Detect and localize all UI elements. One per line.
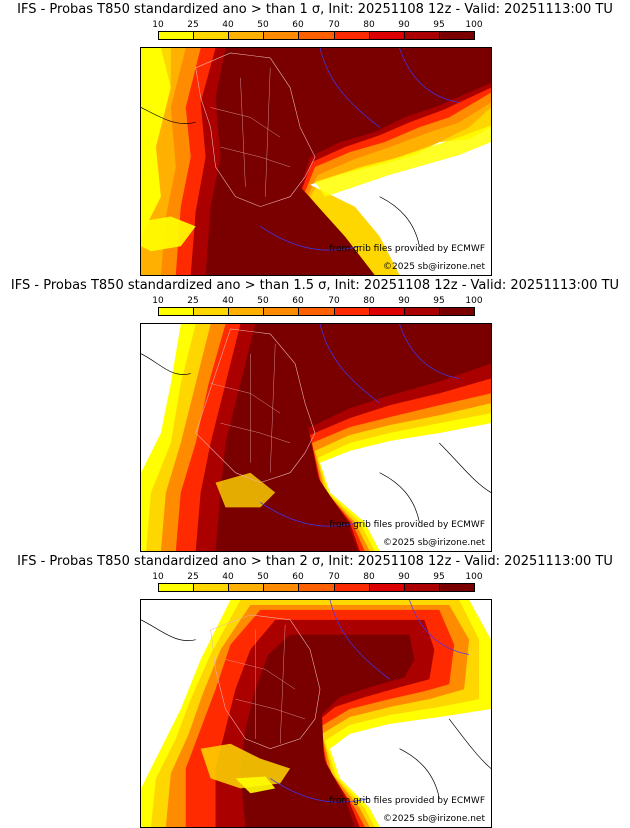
colorbar-label: 10 [152, 20, 164, 30]
colorbar-swatch [404, 32, 440, 39]
colorbar-swatch [404, 308, 440, 315]
colorbar [158, 31, 475, 40]
colorbar-label: 25 [187, 572, 199, 582]
colorbar-label: 80 [363, 572, 375, 582]
colorbar-label: 90 [398, 20, 410, 30]
colorbar [158, 307, 475, 316]
map-panel-1: IFS - Probas T850 standardized ano > tha… [0, 0, 630, 276]
colorbar-label: 25 [187, 20, 199, 30]
probability-map: from grib files provided by ECMWF ©2025 … [140, 47, 492, 276]
source-credit: from grib files provided by ECMWF [329, 796, 485, 806]
colorbar-label: 70 [328, 572, 340, 582]
map-graphic [141, 48, 491, 275]
colorbar-label: 40 [222, 572, 234, 582]
map-panel-3: IFS - Probas T850 standardized ano > tha… [0, 552, 630, 828]
colorbar-label: 50 [257, 296, 269, 306]
colorbar-label: 70 [328, 296, 340, 306]
map-graphic [141, 600, 491, 827]
colorbar-labels: 10 25 40 50 60 70 80 90 95 100 [140, 296, 492, 307]
colorbar-swatch [159, 32, 195, 39]
map-graphic [141, 324, 491, 551]
colorbar-label: 10 [152, 572, 164, 582]
colorbar-label: 100 [465, 572, 483, 582]
colorbar-label: 60 [292, 296, 304, 306]
copyright-credit: ©2025 sb@irizone.net [383, 814, 485, 824]
colorbar-label: 50 [257, 572, 269, 582]
colorbar-label: 95 [433, 572, 445, 582]
map-panel-2: IFS - Probas T850 standardized ano > tha… [0, 276, 630, 552]
colorbar-swatch [299, 584, 335, 591]
colorbar-label: 60 [292, 572, 304, 582]
colorbar-swatch [264, 584, 300, 591]
colorbar-swatch [299, 308, 335, 315]
copyright-credit: ©2025 sb@irizone.net [383, 262, 485, 272]
colorbar-swatch [334, 308, 370, 315]
probability-map: from grib files provided by ECMWF ©2025 … [140, 599, 492, 828]
colorbar-swatch [334, 32, 370, 39]
colorbar-swatch [369, 308, 405, 315]
colorbar-label: 25 [187, 296, 199, 306]
colorbar-label: 100 [465, 20, 483, 30]
probability-map: from grib files provided by ECMWF ©2025 … [140, 323, 492, 552]
colorbar-swatch [369, 32, 405, 39]
colorbar [158, 583, 475, 592]
colorbar-label: 40 [222, 20, 234, 30]
source-credit: from grib files provided by ECMWF [329, 244, 485, 254]
colorbar-swatch [439, 32, 474, 39]
colorbar-labels: 10 25 40 50 60 70 80 90 95 100 [140, 572, 492, 583]
colorbar-swatch [229, 584, 265, 591]
source-credit: from grib files provided by ECMWF [329, 520, 485, 530]
colorbar-swatch [229, 308, 265, 315]
colorbar-swatch [264, 308, 300, 315]
colorbar-label: 100 [465, 296, 483, 306]
copyright-credit: ©2025 sb@irizone.net [383, 538, 485, 548]
colorbar-label: 70 [328, 20, 340, 30]
colorbar-swatch [439, 308, 474, 315]
colorbar-swatch [159, 308, 195, 315]
colorbar-swatch [194, 32, 230, 39]
colorbar-label: 90 [398, 572, 410, 582]
colorbar-swatch [159, 584, 195, 591]
colorbar-label: 60 [292, 20, 304, 30]
colorbar-label: 10 [152, 296, 164, 306]
panel-title: IFS - Probas T850 standardized ano > tha… [17, 2, 613, 17]
colorbar-label: 95 [433, 20, 445, 30]
colorbar-label: 50 [257, 20, 269, 30]
colorbar-label: 80 [363, 296, 375, 306]
colorbar-swatch [334, 584, 370, 591]
colorbar-swatch [369, 584, 405, 591]
colorbar-swatch [299, 32, 335, 39]
colorbar-swatch [194, 308, 230, 315]
colorbar-swatch [194, 584, 230, 591]
colorbar-label: 95 [433, 296, 445, 306]
colorbar-label: 80 [363, 20, 375, 30]
panel-title: IFS - Probas T850 standardized ano > tha… [17, 554, 613, 569]
colorbar-label: 40 [222, 296, 234, 306]
panel-title: IFS - Probas T850 standardized ano > tha… [10, 278, 620, 293]
colorbar-swatch [229, 32, 265, 39]
colorbar-swatch [264, 32, 300, 39]
colorbar-swatch [439, 584, 474, 591]
colorbar-swatch [404, 584, 440, 591]
colorbar-labels: 10 25 40 50 60 70 80 90 95 100 [140, 20, 492, 31]
colorbar-label: 90 [398, 296, 410, 306]
